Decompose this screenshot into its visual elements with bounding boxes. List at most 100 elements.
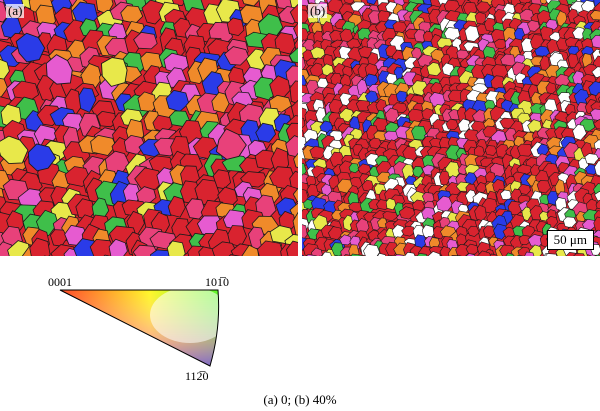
grain xyxy=(311,247,323,256)
grain xyxy=(384,107,400,123)
grain xyxy=(333,62,346,76)
ipf-label-0001: 0001 xyxy=(48,275,72,289)
grain xyxy=(464,25,480,42)
grain xyxy=(426,62,442,77)
large-grain xyxy=(15,32,46,63)
grain xyxy=(395,90,408,103)
large-grain xyxy=(101,57,128,87)
grain xyxy=(594,191,600,202)
grain xyxy=(521,206,533,222)
grain xyxy=(377,252,387,256)
grain xyxy=(572,26,586,40)
grain xyxy=(368,198,381,211)
grain xyxy=(285,135,298,158)
grain xyxy=(401,225,417,237)
grain xyxy=(306,253,317,256)
grain xyxy=(451,255,459,256)
grain xyxy=(302,9,310,24)
grain xyxy=(368,137,382,149)
grain xyxy=(103,254,111,256)
grain xyxy=(245,48,268,71)
grain xyxy=(167,195,186,218)
grain xyxy=(90,134,117,156)
grain xyxy=(288,47,298,64)
large-grain xyxy=(45,54,73,85)
grain xyxy=(290,99,298,120)
grain xyxy=(573,252,585,256)
grain xyxy=(536,180,551,194)
grain xyxy=(350,253,363,256)
grain-map-a xyxy=(0,0,298,256)
grain xyxy=(78,87,97,113)
grain xyxy=(242,0,260,7)
panel-divider xyxy=(298,0,302,256)
grain xyxy=(483,17,497,32)
grain xyxy=(517,254,524,256)
grain xyxy=(438,170,451,186)
grain xyxy=(493,38,508,50)
scale-bar-label: 50 μm xyxy=(553,232,587,247)
grain xyxy=(89,238,116,256)
grain xyxy=(382,211,398,222)
grain-map-b xyxy=(302,0,600,256)
grain xyxy=(141,0,167,25)
large-grain xyxy=(0,135,29,165)
figure-caption: (a) 0; (b) 40% xyxy=(263,392,337,407)
ipf-label-1010: 101̅0 xyxy=(205,275,229,289)
grain xyxy=(256,240,285,256)
grain xyxy=(593,2,600,14)
grain xyxy=(302,117,306,129)
grain xyxy=(589,10,600,21)
grain xyxy=(411,125,427,141)
large-grain xyxy=(27,143,57,172)
grain xyxy=(339,234,352,246)
grain xyxy=(286,240,298,256)
grain xyxy=(593,119,600,130)
grain xyxy=(467,225,480,237)
grain xyxy=(427,251,441,256)
grain xyxy=(377,217,388,229)
grain xyxy=(292,187,298,203)
ebsd-map-b: (b) 50 μm xyxy=(302,0,600,256)
grain xyxy=(593,216,600,232)
grain xyxy=(211,92,230,114)
large-grain xyxy=(215,128,247,160)
grain xyxy=(517,143,534,157)
grain xyxy=(29,237,51,256)
grain xyxy=(445,118,459,130)
grain xyxy=(49,229,68,247)
panel-label-a: (a) xyxy=(6,3,25,18)
ipf-color-key: 0001 101̅0 112̅0 xyxy=(40,270,240,390)
grain xyxy=(545,253,558,256)
grain xyxy=(392,21,408,33)
grain xyxy=(108,238,128,256)
grain xyxy=(274,32,296,55)
grain xyxy=(545,19,559,31)
grain xyxy=(223,46,250,66)
grain xyxy=(477,250,491,256)
grain xyxy=(355,99,372,112)
grain xyxy=(365,153,381,167)
grain xyxy=(416,253,428,256)
grain xyxy=(166,240,186,256)
grain xyxy=(524,251,535,256)
grain xyxy=(591,34,600,49)
grain xyxy=(394,253,405,256)
grain xyxy=(289,80,298,105)
grain xyxy=(527,19,540,32)
grain xyxy=(309,145,326,159)
grain xyxy=(518,234,532,246)
grain xyxy=(348,244,360,256)
grain xyxy=(500,53,517,67)
grain xyxy=(567,53,579,69)
grain xyxy=(489,253,498,256)
grain xyxy=(475,181,487,193)
grain xyxy=(228,254,241,256)
grain xyxy=(133,31,158,50)
grain xyxy=(412,199,426,211)
grain xyxy=(475,1,492,13)
grain xyxy=(96,110,117,128)
grain xyxy=(398,206,416,220)
grain xyxy=(0,169,11,191)
grain xyxy=(0,78,9,98)
